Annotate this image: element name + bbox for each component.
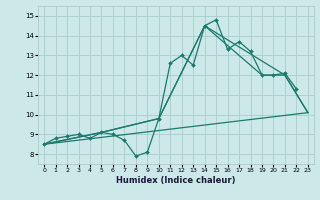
X-axis label: Humidex (Indice chaleur): Humidex (Indice chaleur) [116,176,236,185]
